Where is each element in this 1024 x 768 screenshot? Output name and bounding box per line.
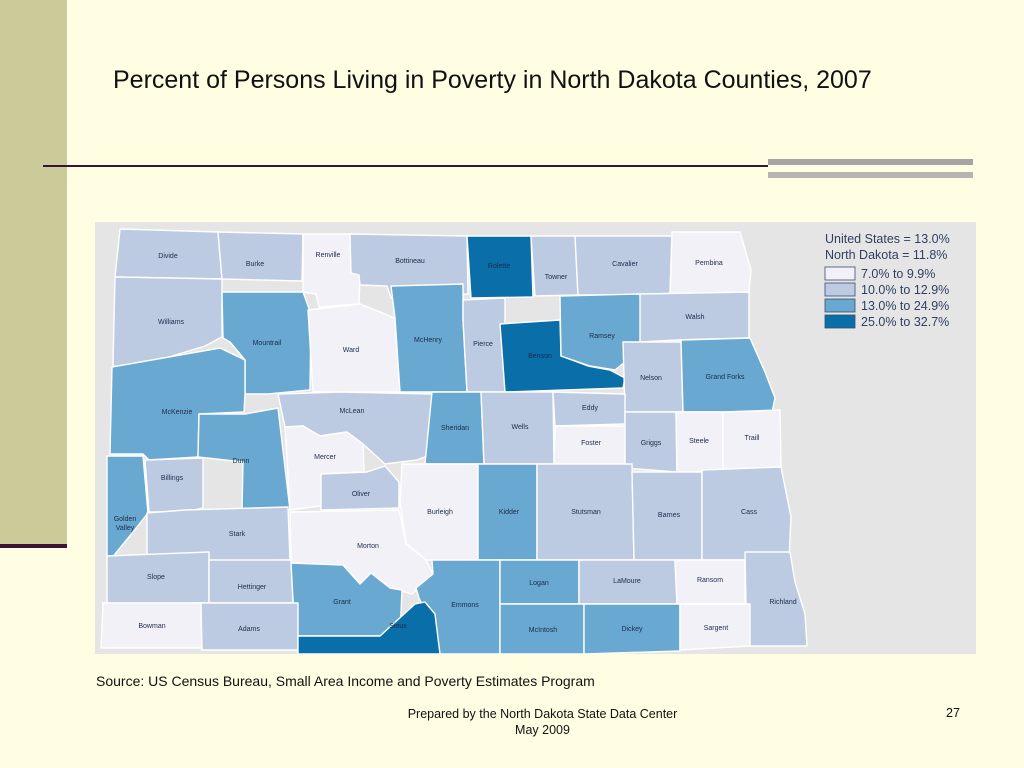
footer: Prepared by the North Dakota State Data … xyxy=(370,706,715,738)
county-label-mckenzie: McKenzie xyxy=(162,409,193,416)
county-label-bottineau: Bottineau xyxy=(395,258,425,265)
county-label-logan: Logan xyxy=(529,580,549,587)
county-label-golden-valley: Golden Valley xyxy=(114,516,137,532)
county-label-ransom: Ransom xyxy=(697,577,723,584)
county-label-ward: Ward xyxy=(343,347,360,354)
legend-nd-value: North Dakota = 11.8% xyxy=(825,248,947,262)
county-label-eddy: Eddy xyxy=(582,405,598,412)
county-label-griggs: Griggs xyxy=(641,440,662,447)
county-golden-valley xyxy=(106,455,149,565)
county-label-oliver: Oliver xyxy=(352,491,371,498)
county-label-rolette: Rolette xyxy=(488,263,510,270)
left-decorative-bar xyxy=(0,0,67,544)
county-label-divide: Divide xyxy=(158,253,178,260)
legend-swatch-2 xyxy=(824,282,856,297)
county-label-morton: Morton xyxy=(357,543,379,550)
county-rolette xyxy=(466,235,534,299)
county-label-wells: Wells xyxy=(512,424,529,431)
county-label-mclean: McLean xyxy=(340,408,365,415)
legend-label-4: 25.0% to 32.7% xyxy=(861,315,949,329)
county-label-pierce: Pierce xyxy=(473,341,493,348)
county-sioux xyxy=(297,601,441,654)
county-label-grand-forks: Grand Forks xyxy=(706,374,745,381)
county-label-kidder: Kidder xyxy=(499,509,520,516)
county-pembina xyxy=(669,231,752,295)
counties-layer: Divide Burke Renville Bottineau Rolette Towne… xyxy=(100,228,808,654)
county-label-sioux: Sioux xyxy=(389,623,407,630)
left-bar-underline xyxy=(0,544,67,548)
slide-title: Percent of Persons Living in Poverty in … xyxy=(113,66,872,94)
county-label-burleigh: Burleigh xyxy=(427,509,453,516)
county-label-slope: Slope xyxy=(147,574,165,581)
county-dickey xyxy=(583,603,681,654)
county-mercer xyxy=(284,425,365,511)
county-map-svg: Divide Burke Renville Bottineau Rolette Towne… xyxy=(100,228,950,654)
footer-credit: Prepared by the North Dakota State Data … xyxy=(407,707,678,721)
county-label-sheridan: Sheridan xyxy=(441,425,469,432)
legend-label-2: 10.0% to 12.9% xyxy=(861,283,949,297)
county-label-dunn: Dunn xyxy=(233,458,250,465)
county-label-mchenry: McHenry xyxy=(414,337,443,344)
county-label-adams: Adams xyxy=(238,626,260,633)
county-label-barnes: Barnes xyxy=(658,512,681,519)
county-label-richland: Richland xyxy=(769,599,796,606)
county-mcintosh xyxy=(499,603,585,654)
county-label-cass: Cass xyxy=(741,509,757,516)
county-label-billings: Billings xyxy=(161,475,184,482)
title-divider xyxy=(43,165,768,167)
county-label-walsh: Walsh xyxy=(685,314,704,321)
county-label-traill: Traill xyxy=(745,435,760,442)
county-label-mountrail: Mountrail xyxy=(253,340,282,347)
county-label-renville: Renville xyxy=(316,252,341,259)
county-label-burke: Burke xyxy=(246,261,264,268)
county-label-stutsman: Stutsman xyxy=(571,509,601,516)
county-billings xyxy=(144,457,204,513)
legend-swatch-4 xyxy=(824,314,856,329)
county-cass xyxy=(701,466,792,561)
footer-date: May 2009 xyxy=(515,723,570,737)
title-accent-bars xyxy=(768,159,973,178)
county-label-nelson: Nelson xyxy=(640,375,662,382)
county-label-mcintosh: McIntosh xyxy=(529,627,558,634)
county-label-ramsey: Ramsey xyxy=(589,333,615,340)
county-label-foster: Foster xyxy=(581,440,602,447)
county-label-mercer: Mercer xyxy=(314,454,336,461)
county-label-dickey: Dickey xyxy=(621,626,643,633)
county-label-hettinger: Hettinger xyxy=(238,584,267,591)
poverty-map: Divide Burke Renville Bottineau Rolette Towne… xyxy=(95,222,976,654)
legend-swatch-3 xyxy=(824,298,856,313)
county-bottineau xyxy=(349,233,469,299)
county-label-pembina: Pembina xyxy=(695,260,723,267)
county-label-towner: Towner xyxy=(545,274,568,281)
county-label-benson: Benson xyxy=(528,353,552,360)
county-hettinger xyxy=(208,559,294,604)
county-oliver xyxy=(320,465,400,511)
county-label-lamoure: LaMoure xyxy=(613,578,641,585)
county-towner xyxy=(530,235,579,297)
legend-label-1: 7.0% to 9.9% xyxy=(861,267,935,281)
county-label-emmons: Emmons xyxy=(451,602,479,609)
county-label-stark: Stark xyxy=(229,531,246,538)
county-label-grant: Grant xyxy=(333,599,351,606)
legend-label-3: 13.0% to 24.9% xyxy=(861,299,949,313)
county-label-sargent: Sargent xyxy=(704,625,729,632)
county-burke xyxy=(217,231,304,282)
page-number: 27 xyxy=(946,706,960,720)
county-williams xyxy=(112,276,223,373)
county-sargent xyxy=(679,603,751,651)
legend-swatch-1 xyxy=(824,266,856,281)
county-label-cavalier: Cavalier xyxy=(612,261,638,268)
map-legend: United States = 13.0% North Dakota = 11.… xyxy=(824,232,950,329)
county-label-williams: Williams xyxy=(158,319,185,326)
source-note: Source: US Census Bureau, Small Area Inc… xyxy=(96,673,595,689)
county-label-steele: Steele xyxy=(689,438,709,445)
legend-us-value: United States = 13.0% xyxy=(825,232,950,246)
county-mountrail xyxy=(221,291,312,395)
county-label-bowman: Bowman xyxy=(138,623,165,630)
